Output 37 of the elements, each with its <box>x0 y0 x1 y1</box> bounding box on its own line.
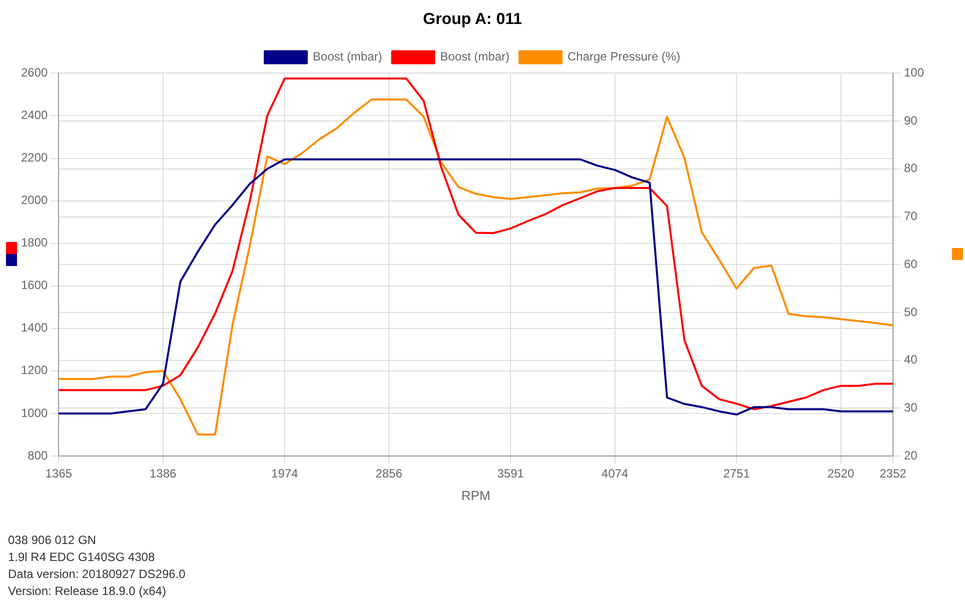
legend-label: Boost (mbar) <box>312 50 382 64</box>
y2-tick-label: 60 <box>904 256 918 271</box>
x-tick-label: 2352 <box>880 466 907 481</box>
y2-tick-label: 100 <box>904 66 924 80</box>
x-tick-label: 4074 <box>602 466 629 481</box>
y-tick-label: 2200 <box>20 150 48 165</box>
x-axis-title: RPM <box>461 488 490 503</box>
y-tick-label: 1200 <box>20 363 48 378</box>
text: Version: Release 18.9.0 (x64) <box>8 583 168 600</box>
y2-tick-label: 90 <box>904 113 918 128</box>
y2-tick-label: 50 <box>904 304 918 319</box>
x-tick-label: 3591 <box>497 466 524 481</box>
x-tick-label: 1974 <box>271 466 298 481</box>
x-tick-label: 2751 <box>723 466 750 481</box>
text: 1.9l R4 EDC G140SG 4308 <box>8 549 156 566</box>
text: Data version: 20180927 DS296.0 <box>8 566 186 583</box>
y-tick-label: 2400 <box>20 108 48 122</box>
x-tick-label: 2856 <box>376 466 403 481</box>
legend-label: Charge Pressure (%) <box>568 50 680 64</box>
y-tick-label: 1000 <box>20 406 48 420</box>
y2-tick-label: 70 <box>904 209 918 224</box>
y-tick-label: 1800 <box>20 236 48 250</box>
y2-tick-label: 40 <box>904 352 918 367</box>
y-tick-label: 2600 <box>20 66 48 80</box>
y-tick-label: 800 <box>28 448 48 462</box>
y-tick-label: 1600 <box>20 278 48 292</box>
x-tick-label: 2520 <box>827 466 855 481</box>
y2-tick-label: 80 <box>904 161 918 176</box>
x-tick-label: 1386 <box>150 466 177 481</box>
chart-title: Group A: 011 <box>423 11 522 28</box>
y2-tick-label: 30 <box>904 400 918 414</box>
legend-label: Boost (mbar) <box>440 50 510 64</box>
y-tick-label: 1400 <box>20 320 48 335</box>
y2-tick-label: 20 <box>904 448 918 462</box>
y-tick-label: 2000 <box>20 193 48 208</box>
text: 038 906 012 GN <box>8 532 98 549</box>
x-tick-label: 1365 <box>45 466 72 481</box>
